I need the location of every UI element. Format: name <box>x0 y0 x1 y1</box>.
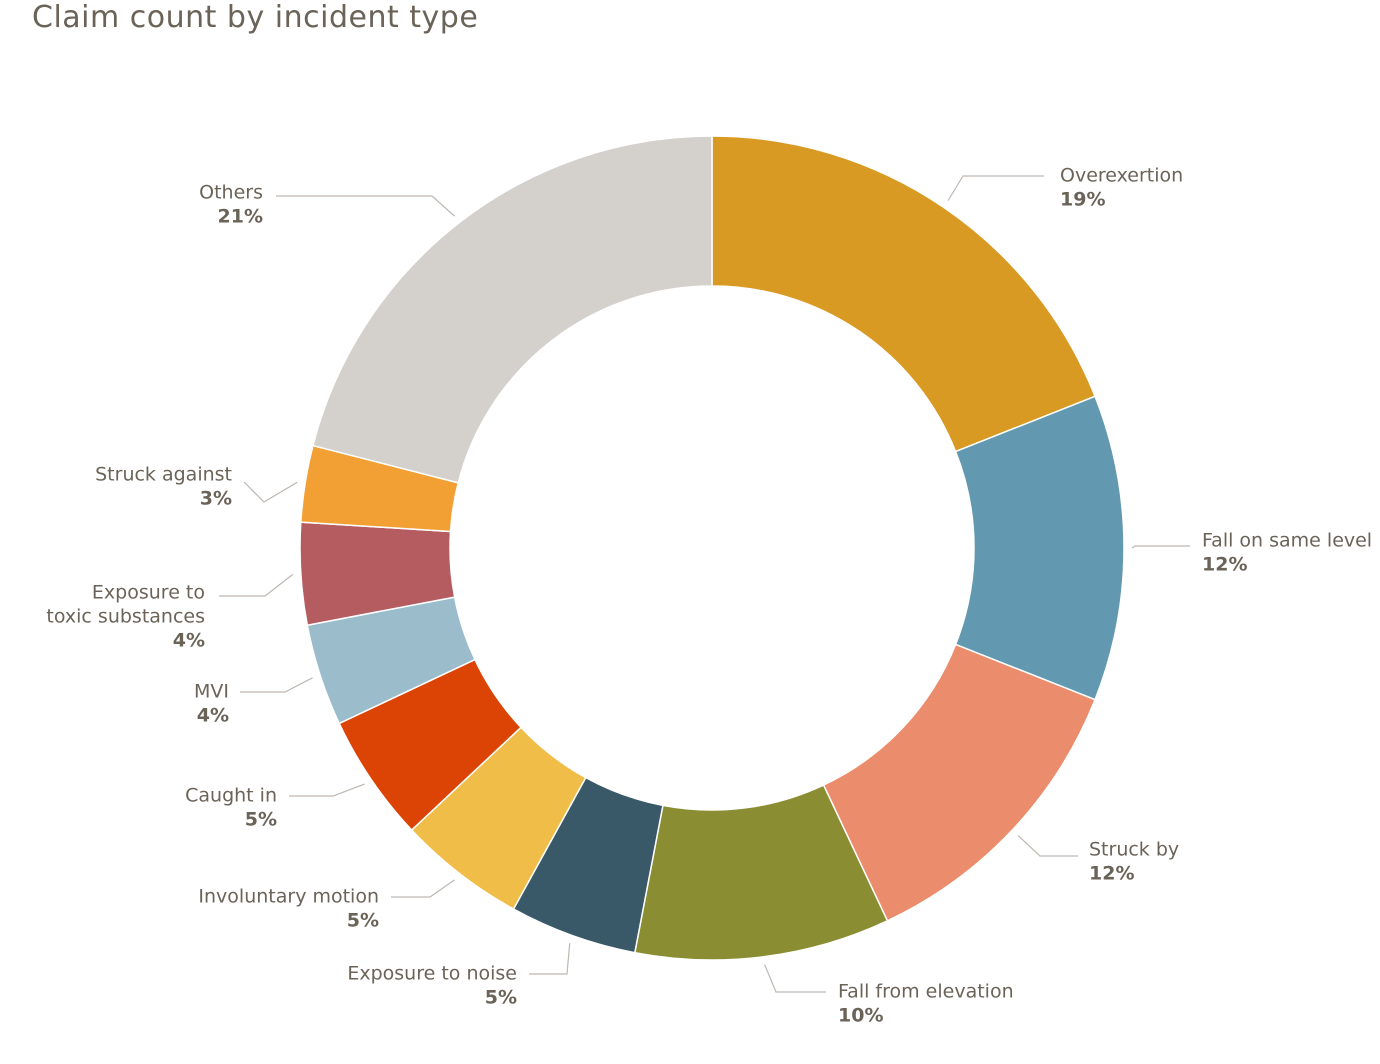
slice-label: Fall on same level 12% <box>1202 530 1372 576</box>
slice-label: Struck by 12% <box>1089 839 1179 885</box>
leader-line <box>276 195 455 217</box>
slice-label: Others 21% <box>199 182 263 228</box>
slice-name: Overexertion <box>1060 165 1183 187</box>
slice-percent: 12% <box>1089 863 1134 885</box>
slice-percent: 19% <box>1060 189 1105 211</box>
leader-line <box>529 943 571 975</box>
leader-line <box>219 573 294 597</box>
slice-name: Fall on same level <box>1202 530 1372 552</box>
slice-percent: 4% <box>173 630 205 652</box>
leader-line <box>240 677 313 693</box>
slice-name: Struck against <box>95 464 232 486</box>
slice-percent: 5% <box>347 910 379 932</box>
leader-line <box>1017 835 1078 857</box>
slice-label: Struck against 3% <box>95 464 232 510</box>
slice-percent: 12% <box>1202 554 1247 576</box>
leader-line <box>1131 545 1190 549</box>
leader-line <box>243 481 298 503</box>
slice-name: Fall from elevation <box>838 981 1014 1003</box>
slice-name: Caught in <box>185 785 277 807</box>
slice-label: MVI 4% <box>194 681 229 727</box>
slice-name: Involuntary motion <box>198 886 379 908</box>
leader-line <box>289 783 365 797</box>
slice-label: Caught in 5% <box>185 785 277 831</box>
slice-label: Exposure to noise 5% <box>347 963 517 1009</box>
slice-label: Fall from elevation 10% <box>838 981 1014 1027</box>
leader-line <box>391 879 455 898</box>
slice-name: MVI <box>194 681 229 703</box>
slice-label: Exposure to toxic substances 4% <box>46 582 205 652</box>
slice-others <box>312 135 713 484</box>
slice-name: Struck by <box>1089 839 1179 861</box>
slice-name: Exposure to <box>92 582 205 604</box>
slice-name: toxic substances <box>46 606 205 628</box>
slice-name: Others <box>199 182 263 204</box>
chart-title: Claim count by incident type <box>32 0 479 35</box>
slice-percent: 5% <box>485 987 517 1009</box>
slice-percent: 5% <box>245 809 277 831</box>
slice-percent: 4% <box>197 705 229 727</box>
slice-percent: 10% <box>838 1005 883 1027</box>
slice-overexertion <box>711 135 1097 453</box>
slice-name: Exposure to noise <box>347 963 517 985</box>
slice-label: Involuntary motion 5% <box>198 886 379 932</box>
slice-percent: 21% <box>218 206 263 228</box>
leader-line <box>764 964 826 993</box>
slice-percent: 3% <box>200 488 232 510</box>
leader-line <box>947 175 1044 201</box>
slice-label: Overexertion 19% <box>1060 165 1183 211</box>
